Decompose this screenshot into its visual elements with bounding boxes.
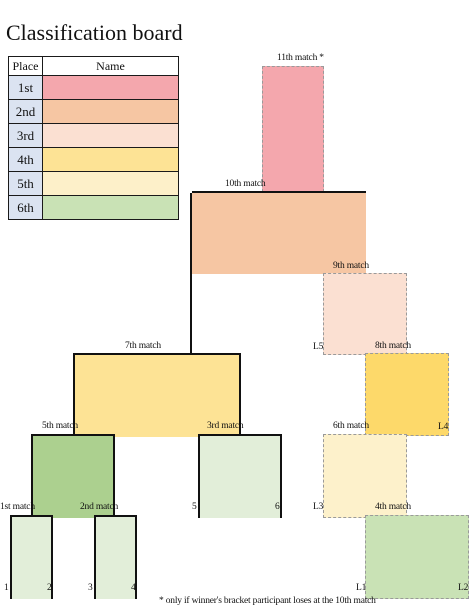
name-cell[interactable] bbox=[42, 123, 179, 148]
place-cell: 1st bbox=[8, 75, 43, 100]
match-4-box[interactable] bbox=[365, 515, 469, 599]
slot-2: 2 bbox=[47, 583, 52, 593]
match-10-top-line bbox=[192, 191, 262, 193]
table-row: 2nd bbox=[8, 99, 179, 124]
slot-5: 5 bbox=[192, 502, 197, 512]
name-cell[interactable] bbox=[42, 147, 179, 172]
match-1-box[interactable] bbox=[10, 515, 53, 599]
match-3-box[interactable] bbox=[198, 434, 282, 518]
match-2-label: 2nd match bbox=[80, 502, 119, 512]
slot-3: 3 bbox=[88, 583, 93, 593]
match-1-label: 1st match bbox=[0, 502, 35, 512]
match-11-label: 11th match * bbox=[277, 53, 324, 63]
name-cell[interactable] bbox=[42, 75, 179, 100]
place-cell: 5th bbox=[8, 171, 43, 196]
slot-4: 4 bbox=[131, 583, 136, 593]
table-row: 5th bbox=[8, 171, 179, 196]
header-name: Name bbox=[42, 56, 179, 76]
slot-l1: L1 bbox=[356, 583, 367, 593]
table-row: 1st bbox=[8, 75, 179, 100]
table-row: 6th bbox=[8, 195, 179, 220]
place-cell: 3rd bbox=[8, 123, 43, 148]
match-10-box[interactable] bbox=[192, 191, 366, 274]
match-3-label: 3rd match bbox=[207, 421, 244, 431]
match-5-label: 5th match bbox=[42, 421, 78, 431]
slot-1: 1 bbox=[4, 583, 9, 593]
table-row: 4th bbox=[8, 147, 179, 172]
match-6-label: 6th match bbox=[333, 421, 369, 431]
table-header-row: Place Name bbox=[8, 56, 179, 76]
place-cell: 2nd bbox=[8, 99, 43, 124]
name-cell[interactable] bbox=[42, 99, 179, 124]
match-6-box[interactable] bbox=[323, 434, 407, 518]
match-8-box[interactable] bbox=[365, 353, 449, 436]
match-11-box[interactable] bbox=[262, 66, 324, 192]
slot-l3: L3 bbox=[313, 502, 324, 512]
match-4-label: 4th match bbox=[375, 502, 411, 512]
page-title: Classification board bbox=[6, 20, 183, 45]
match-5-box[interactable] bbox=[31, 434, 115, 518]
place-cell: 6th bbox=[8, 195, 43, 220]
match-9-label: 9th match bbox=[333, 261, 369, 271]
slot-l5: L5 bbox=[313, 342, 324, 352]
match-2-box[interactable] bbox=[94, 515, 137, 599]
slot-6: 6 bbox=[275, 502, 280, 512]
match-10-label: 10th match bbox=[225, 179, 266, 189]
header-place: Place bbox=[8, 56, 43, 76]
table-row: 3rd bbox=[8, 123, 179, 148]
match-7-label: 7th match bbox=[125, 341, 161, 351]
match-7-box[interactable] bbox=[73, 353, 241, 437]
slot-l2: L2 bbox=[458, 583, 469, 593]
name-cell[interactable] bbox=[42, 195, 179, 220]
classification-table: Place Name 1st 2nd 3rd 4th 5th 6th bbox=[8, 56, 179, 220]
match-9-box[interactable] bbox=[323, 273, 407, 355]
footnote: * only if winner's bracket participant l… bbox=[159, 596, 376, 606]
name-cell[interactable] bbox=[42, 171, 179, 196]
place-cell: 4th bbox=[8, 147, 43, 172]
match-8-label: 8th match bbox=[375, 341, 411, 351]
connector-line bbox=[190, 193, 192, 355]
slot-l4: L4 bbox=[438, 422, 449, 432]
